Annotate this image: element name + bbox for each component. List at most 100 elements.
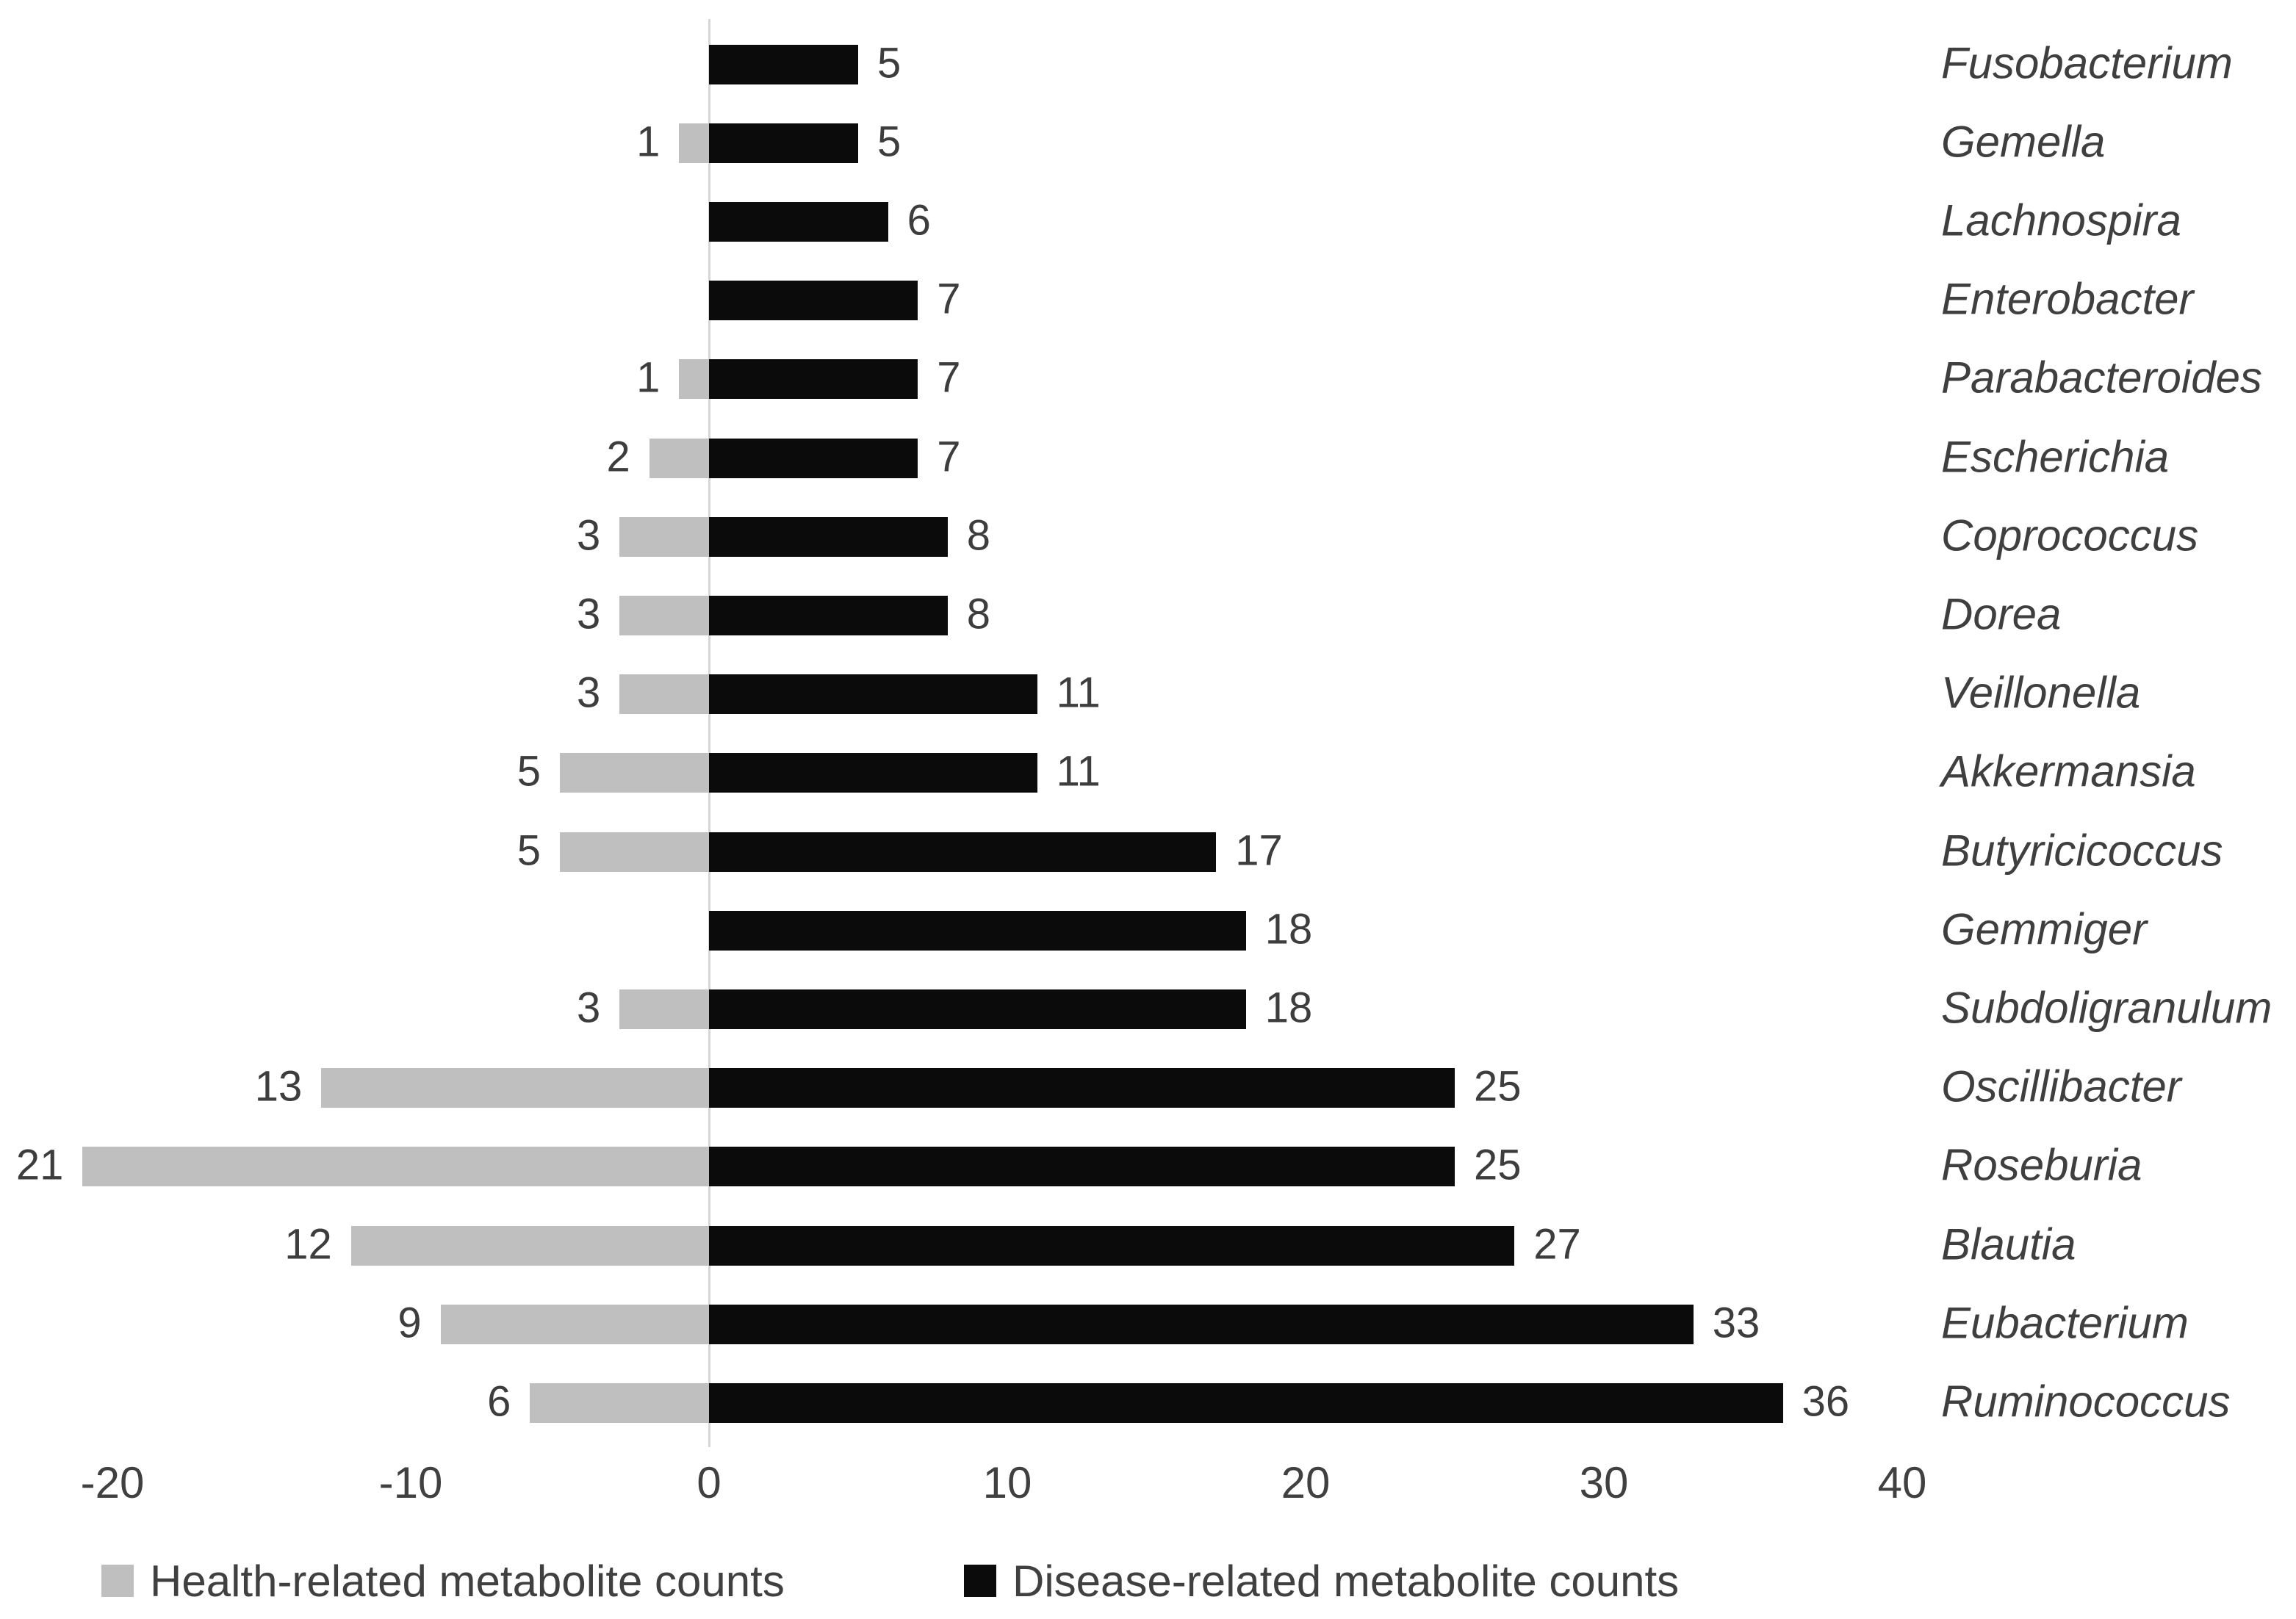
legend-item-health: Health-related metabolite counts: [101, 1557, 785, 1606]
chart-row: 9 33 Eubacterium: [0, 1285, 2296, 1363]
health-bar: [619, 595, 709, 635]
x-axis-tick-label: 0: [697, 1458, 721, 1507]
health-bar: [619, 674, 709, 715]
health-bar: [679, 123, 709, 163]
legend-disease-swatch: [964, 1565, 996, 1597]
disease-bar: [709, 438, 918, 478]
category-label: Ruminococcus: [1941, 1377, 2231, 1427]
disease-value-label: 7: [937, 275, 961, 323]
x-axis-tick-label: 10: [982, 1458, 1032, 1507]
disease-bar: [709, 910, 1246, 951]
chart-row: 13 25 Oscillibacter: [0, 1049, 2296, 1128]
disease-value-label: 17: [1235, 826, 1283, 875]
category-label: Gemmiger: [1941, 904, 2148, 954]
chart-row: 1 7 Parabacteroides: [0, 340, 2296, 419]
disease-value-label: 5: [877, 39, 902, 87]
chart-row: 18 Gemmiger: [0, 891, 2296, 970]
disease-bar: [709, 359, 918, 400]
disease-value-label: 7: [937, 433, 961, 481]
health-value-label: 6: [487, 1377, 511, 1426]
chart-row: 6 Lachnospira: [0, 182, 2296, 261]
chart-row: 21 25 Roseburia: [0, 1128, 2296, 1206]
category-label: Escherichia: [1941, 432, 2170, 482]
disease-value-label: 27: [1533, 1220, 1581, 1269]
disease-bar: [709, 1382, 1783, 1423]
category-label: Veillonella: [1941, 668, 2141, 718]
x-axis-tick-label: 40: [1877, 1458, 1927, 1507]
disease-bar: [709, 281, 918, 321]
disease-bar: [709, 1304, 1694, 1344]
disease-value-label: 8: [966, 511, 991, 560]
disease-value-label: 6: [907, 196, 931, 245]
health-bar: [82, 1147, 709, 1187]
health-bar: [560, 832, 709, 872]
health-value-label: 3: [576, 984, 601, 1032]
x-axis-tick-label: 30: [1579, 1458, 1629, 1507]
category-label: Fusobacterium: [1941, 38, 2233, 88]
disease-bar: [709, 201, 888, 242]
health-value-label: 5: [517, 826, 541, 875]
health-bar: [619, 516, 709, 557]
disease-value-label: 18: [1264, 984, 1313, 1032]
disease-value-label: 5: [877, 118, 902, 166]
chart-row: 5 17 Butyricicoccus: [0, 812, 2296, 891]
health-value-label: 2: [606, 433, 630, 481]
health-bar: [560, 753, 709, 793]
category-label: Eubacterium: [1941, 1298, 2189, 1348]
category-label: Coprococcus: [1941, 511, 2199, 560]
category-label: Akkermansia: [1941, 746, 2196, 796]
disease-bar: [709, 989, 1246, 1029]
category-label: Enterobacter: [1941, 274, 2194, 324]
zero-axis-line: [708, 19, 710, 1447]
category-label: Butyricicoccus: [1941, 826, 2223, 876]
health-bar: [350, 1225, 709, 1266]
category-label: Blautia: [1941, 1219, 2076, 1269]
disease-value-label: 8: [966, 590, 991, 638]
x-axis-tick-label: 20: [1281, 1458, 1331, 1507]
category-label: Parabacteroides: [1941, 353, 2262, 403]
health-bar: [440, 1304, 709, 1344]
chart-row: 5 Fusobacterium: [0, 25, 2296, 104]
disease-value-label: 36: [1802, 1377, 1850, 1426]
health-value-label: 1: [636, 118, 661, 166]
chart-row: 3 8 Coprococcus: [0, 497, 2296, 576]
category-label: Gemella: [1941, 117, 2106, 167]
chart-row: 1 5 Gemella: [0, 104, 2296, 182]
legend-item-disease: Disease-related metabolite counts: [964, 1557, 1679, 1606]
disease-bar: [709, 1068, 1455, 1108]
chart-row: 7 Enterobacter: [0, 262, 2296, 340]
x-axis-tick-label: -10: [378, 1458, 443, 1507]
category-label: Oscillibacter: [1941, 1061, 2181, 1111]
disease-bar: [709, 753, 1037, 793]
chart-row: 12 27 Blautia: [0, 1206, 2296, 1285]
health-bar: [321, 1068, 709, 1108]
health-value-label: 9: [397, 1299, 422, 1347]
disease-value-label: 25: [1474, 1141, 1522, 1189]
category-label: Lachnospira: [1941, 195, 2181, 245]
health-value-label: 21: [15, 1141, 64, 1189]
chart-row: 3 18 Subdoligranulum: [0, 970, 2296, 1048]
disease-bar: [709, 832, 1217, 872]
disease-bar: [709, 595, 948, 635]
category-label: Subdoligranulum: [1941, 983, 2272, 1033]
disease-bar: [709, 44, 858, 84]
disease-bar: [709, 123, 858, 163]
health-value-label: 3: [576, 590, 601, 638]
disease-bar: [709, 516, 948, 557]
legend-health-label: Health-related metabolite counts: [150, 1556, 785, 1606]
disease-value-label: 11: [1056, 747, 1101, 796]
disease-value-label: 11: [1056, 668, 1101, 717]
health-value-label: 5: [517, 747, 541, 796]
health-value-label: 13: [254, 1062, 303, 1111]
chart-row: 5 11 Akkermansia: [0, 734, 2296, 812]
chart-row: 6 36 Ruminococcus: [0, 1363, 2296, 1442]
chart-row: 2 7 Escherichia: [0, 419, 2296, 497]
disease-value-label: 33: [1712, 1299, 1760, 1347]
x-axis-tick-label: -20: [80, 1458, 145, 1507]
disease-bar: [709, 1225, 1515, 1266]
health-bar: [649, 438, 709, 478]
health-bar: [679, 359, 709, 400]
disease-value-label: 7: [937, 353, 961, 402]
category-label: Roseburia: [1941, 1140, 2142, 1190]
